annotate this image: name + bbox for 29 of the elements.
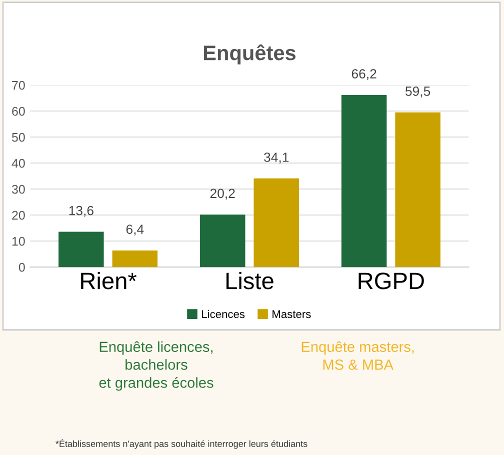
text: Enquête licences, bachelors et grandes écoles bbox=[99, 341, 214, 391]
x-tick-label: Rien* bbox=[81, 272, 137, 290]
legend-label: Masters bbox=[272, 310, 311, 318]
data-label: 6,4 bbox=[126, 224, 144, 236]
data-label: 66,2 bbox=[352, 69, 376, 80]
data-label: 13,6 bbox=[69, 206, 94, 217]
data-label: 34,1 bbox=[264, 152, 289, 164]
x-tick-label: Liste bbox=[226, 272, 274, 290]
bar bbox=[341, 94, 387, 268]
legend-label: Licences bbox=[202, 310, 245, 318]
y-tick-label: 10 bbox=[12, 236, 25, 246]
y-tick-label: 20 bbox=[12, 210, 25, 220]
bar bbox=[58, 232, 104, 268]
bar bbox=[254, 178, 299, 268]
bar bbox=[395, 112, 440, 268]
text: *Établissements n'ayant pas souhaité interroger leurs étudiants bbox=[56, 439, 308, 449]
y-tick-label: 70 bbox=[12, 80, 25, 90]
y-tick-label: 60 bbox=[12, 106, 25, 116]
y-tick-label: 40 bbox=[12, 158, 25, 168]
bar bbox=[200, 214, 246, 268]
bar bbox=[112, 250, 158, 268]
y-tick-label: 30 bbox=[12, 184, 25, 194]
data-label: 59,5 bbox=[405, 86, 430, 98]
y-tick-label: 50 bbox=[12, 132, 25, 142]
x-tick-label: RGPD bbox=[358, 272, 424, 290]
text: Enquête masters, MS & MBA bbox=[302, 341, 414, 370]
y-tick-label: 0 bbox=[18, 262, 25, 272]
data-label: 20,2 bbox=[210, 188, 235, 200]
chart-title: Enquêtes bbox=[204, 44, 296, 64]
